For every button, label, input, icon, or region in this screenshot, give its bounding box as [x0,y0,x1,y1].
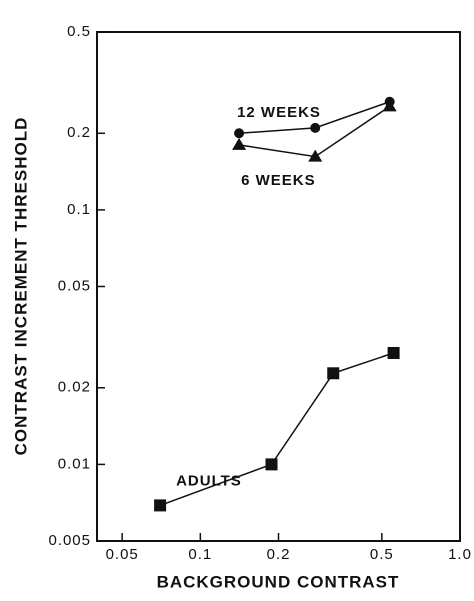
point [234,128,245,139]
point [310,122,321,133]
series-label: ADULTS [176,472,242,489]
point [154,499,167,512]
series-line [159,352,394,507]
x-tick-label: 0.2 [267,546,291,563]
y-tick-label: 0.01 [58,455,91,472]
point [308,149,323,162]
series-label: 12 WEEKS [237,104,321,121]
point [382,99,397,112]
y-tick-label: 0.5 [67,23,91,40]
y-tick-label: 0.02 [58,379,91,396]
point [327,367,340,380]
y-tick-label: 0.2 [67,124,91,141]
y-axis-label: CONTRAST INCREMENT THRESHOLD [11,117,30,456]
point [232,137,247,150]
point [387,346,400,359]
x-tick-label: 0.05 [106,546,139,563]
point [265,458,278,471]
x-tick-label: 1.0 [448,546,472,563]
series-label: 6 WEEKS [241,172,316,189]
x-tick-label: 0.1 [188,546,212,563]
y-tick-label: 0.1 [67,201,91,218]
y-tick-label: 0.005 [48,532,91,549]
x-axis-label: BACKGROUND CONTRAST [157,572,400,591]
y-tick-label: 0.05 [58,277,91,294]
x-tick-label: 0.5 [370,546,394,563]
